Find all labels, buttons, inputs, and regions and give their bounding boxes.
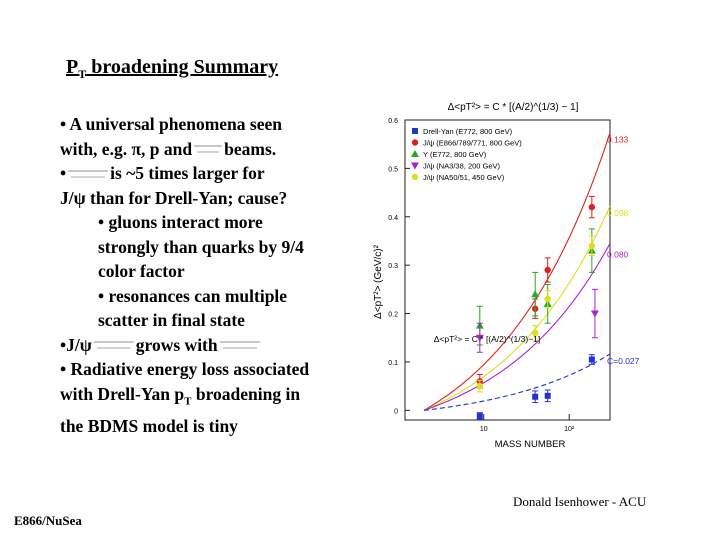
bullet-text: with, e.g. π, p and beams. bbox=[60, 138, 277, 159]
plot-frame bbox=[404, 119, 611, 421]
legend-entry: Drell-Yan (E772, 800 GeV) bbox=[423, 127, 513, 136]
data-point bbox=[411, 139, 419, 146]
data-point bbox=[475, 334, 484, 342]
data-point bbox=[588, 242, 596, 250]
legend-entry: J/ψ (NA50/51, 450 GeV) bbox=[423, 173, 505, 182]
missing-picture-icon bbox=[219, 338, 260, 354]
bullet-text: • resonances can multiple bbox=[98, 285, 288, 306]
data-point bbox=[588, 356, 595, 363]
bullet-text: strongly than quarks by 9/4 bbox=[98, 236, 304, 257]
missing-picture-icon bbox=[93, 338, 134, 354]
fit-curve bbox=[423, 353, 611, 411]
fit-curve bbox=[423, 205, 611, 411]
bullet-text: • is ~5 times larger for bbox=[60, 163, 265, 183]
data-point bbox=[531, 329, 539, 337]
slide-title: PT broadening Summary bbox=[66, 56, 279, 81]
fit-label: 0.098 bbox=[607, 208, 629, 218]
y-tick-label: 0 bbox=[394, 408, 398, 415]
legend-entry: J/ψ (E866/789/771, 800 GeV) bbox=[423, 139, 522, 148]
fit-label: 0.133 bbox=[607, 135, 629, 145]
bullet-text: the BDMS model is tiny bbox=[60, 415, 238, 436]
x-tick-label: 10² bbox=[564, 426, 575, 433]
missing-picture-icon bbox=[194, 142, 223, 158]
data-point bbox=[411, 150, 419, 157]
author-credit: Donald Isenhower - ACU bbox=[513, 494, 647, 509]
data-point bbox=[588, 203, 596, 211]
data-point bbox=[532, 393, 539, 400]
bullet-text: • A universal phenomena seen bbox=[60, 114, 282, 134]
fit-curve bbox=[423, 132, 611, 411]
data-point bbox=[476, 413, 483, 420]
data-point bbox=[411, 173, 419, 181]
pt-broadening-chart: Δ<pT²> = C * [(A/2)^(1/3) − 1] 0.133 0.09… bbox=[373, 102, 640, 450]
data-point bbox=[411, 162, 419, 170]
bullet-text: J/ψ than for Drell-Yan; cause? bbox=[60, 187, 288, 208]
fit-label: 0.080 bbox=[607, 249, 629, 259]
fit-label: C=0.027 bbox=[607, 356, 640, 366]
y-tick-label: 0.5 bbox=[388, 166, 398, 173]
data-point bbox=[476, 382, 484, 390]
data-point bbox=[590, 310, 599, 318]
legend-entry: Υ (E772, 800 GeV) bbox=[423, 150, 487, 159]
bullet-text: scatter in final state bbox=[98, 310, 245, 330]
x-axis-label: MASS NUMBER bbox=[495, 439, 566, 450]
y-tick-label: 0.1 bbox=[388, 360, 398, 367]
bullet-text: color factor bbox=[98, 261, 185, 281]
x-tick-label: 10 bbox=[480, 426, 488, 433]
data-point bbox=[531, 290, 540, 298]
y-tick-label: 0.2 bbox=[388, 312, 398, 319]
bullet-text: • Radiative energy loss associated bbox=[60, 359, 310, 379]
bullet-text: •J/ψ grows with bbox=[60, 333, 360, 358]
data-point bbox=[544, 266, 551, 274]
y-tick-label: 0.4 bbox=[388, 215, 398, 222]
y-tick-label: 0.3 bbox=[388, 263, 398, 270]
y-axis-label: Δ<pT²> (GeV/c)² bbox=[373, 244, 384, 319]
bullet-list: • A universal phenomena seen with, e.g. … bbox=[60, 112, 360, 438]
bullet-text: with Drell-Yan pT broadening in bbox=[60, 383, 301, 408]
bullet-text: • gluons interact more bbox=[98, 212, 263, 232]
data-point bbox=[544, 392, 551, 399]
formula-annotation: Δ<pT²> = C * [(A/2)^(1/3)−1] bbox=[434, 334, 541, 344]
chart-title: Δ<pT²> = C * [(A/2)^(1/3) − 1] bbox=[448, 102, 579, 113]
y-tick-label: 0.6 bbox=[388, 118, 398, 125]
data-point bbox=[544, 295, 551, 303]
legend-entry: J/ψ (NA3/38, 200 GeV) bbox=[423, 162, 501, 171]
missing-picture-icon bbox=[68, 167, 109, 183]
data-point bbox=[412, 128, 418, 134]
experiment-label: E866/NuSea bbox=[14, 513, 82, 528]
fit-curve bbox=[423, 243, 611, 411]
